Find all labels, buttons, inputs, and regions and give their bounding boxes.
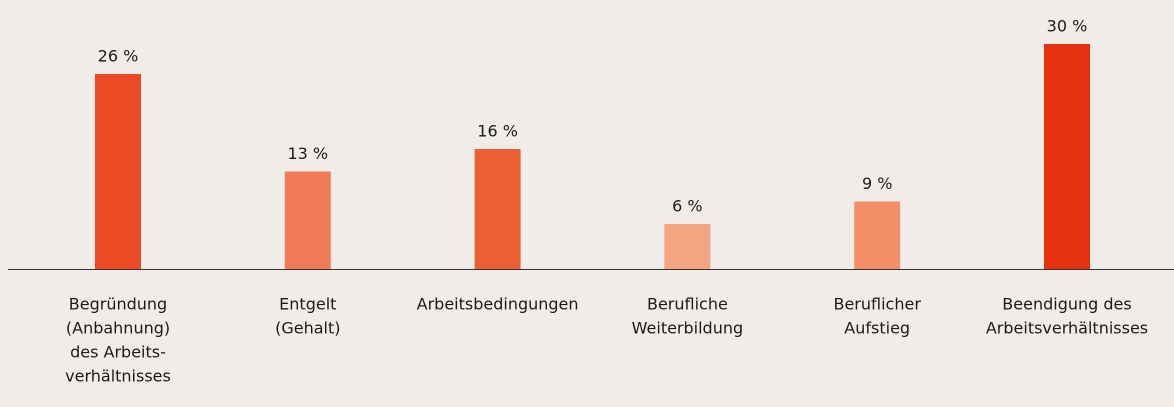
category-label: verhältnisses [65,367,171,386]
bar [474,149,521,269]
bar [1044,44,1090,269]
category-label: Aufstieg [844,319,910,338]
category-label: Beruflicher [833,295,921,314]
value-label: 6 % [672,197,702,216]
value-label: 16 % [477,122,518,141]
category-label: Begründung [69,295,167,314]
value-label: 9 % [862,174,892,193]
category-label: des Arbeits- [70,343,166,362]
value-label: 13 % [287,144,328,163]
bar [284,171,331,269]
category-label: Weiterbildung [632,319,744,338]
category-label: (Gehalt) [275,319,340,338]
bar [95,74,141,269]
bar [854,201,901,269]
value-label: 30 % [1047,17,1088,36]
category-label: Berufliche [647,295,728,314]
category-label: Arbeitsbedingungen [417,295,579,314]
category-label: (Anbahnung) [66,319,170,338]
category-label: Beendigung des [1002,295,1131,314]
category-label: Arbeitsverhältnisses [986,319,1148,338]
category-label: Entgelt [279,295,336,314]
bar [664,224,711,269]
value-label: 26 % [98,47,139,66]
